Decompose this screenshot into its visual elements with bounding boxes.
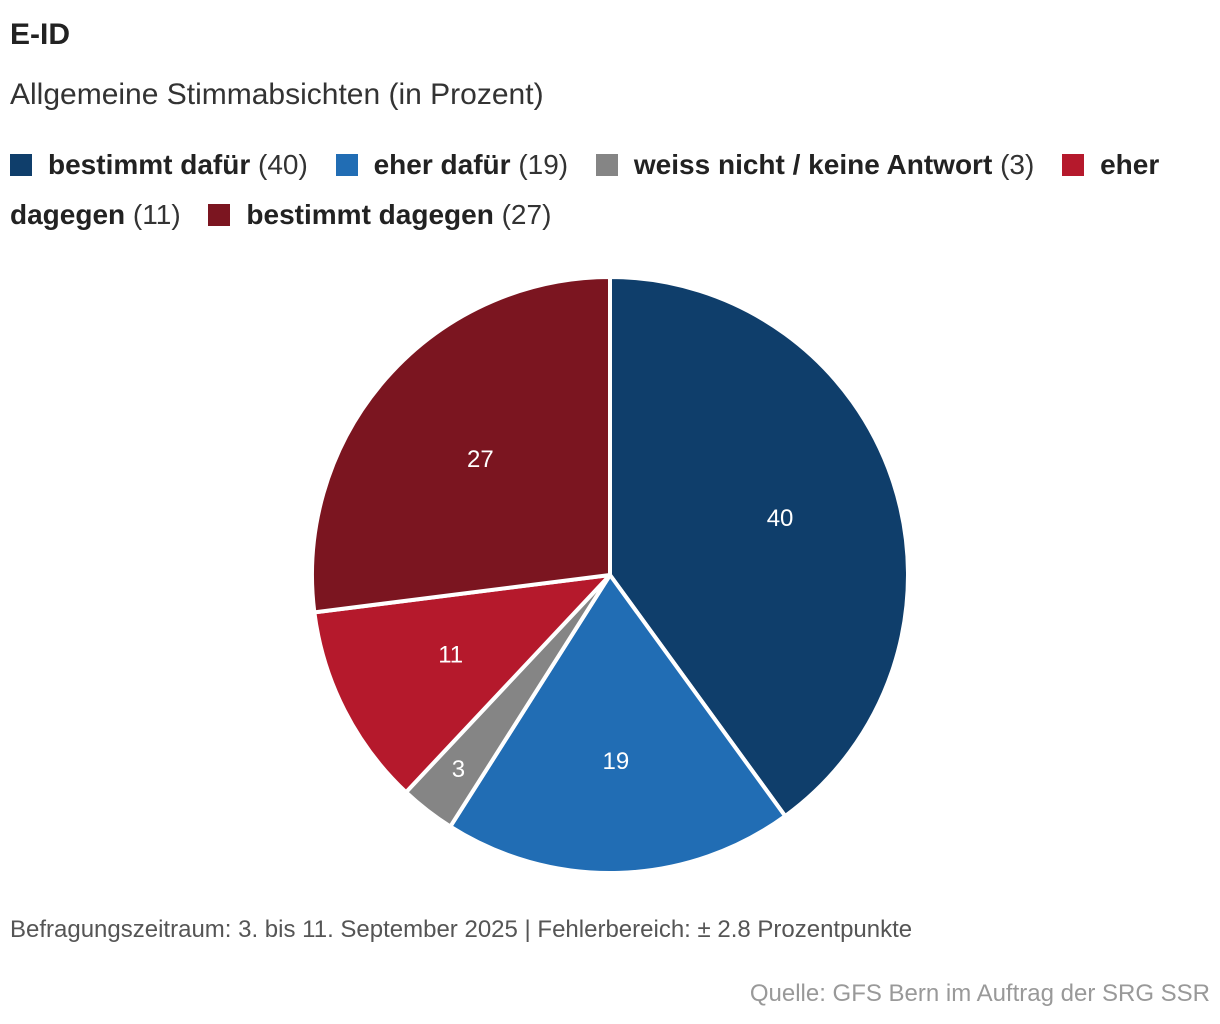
pie-slice-eher-dagegen[interactable] bbox=[312, 573, 612, 795]
legend-swatch bbox=[335, 154, 358, 176]
legend: bestimmt dafür (40) eher dafür (19) weis… bbox=[10, 140, 1210, 240]
legend-label: bestimmt dagegen bbox=[246, 199, 494, 230]
legend-value: (3) bbox=[1000, 149, 1035, 180]
pie-slice-eher-dafuer[interactable] bbox=[448, 573, 788, 875]
pie-slice-bestimmt-dafuer[interactable] bbox=[608, 275, 910, 819]
legend-label: eher dafür bbox=[373, 149, 511, 180]
legend-value: (11) bbox=[132, 199, 181, 230]
legend-item-weiss-nicht[interactable]: weiss nicht / keine Antwort (3) bbox=[595, 149, 1062, 180]
pie-chart: 40 19 3 11 27 bbox=[310, 275, 910, 875]
legend-value: (27) bbox=[501, 199, 552, 230]
pie-slice-bestimmt-dagegen[interactable] bbox=[310, 275, 612, 615]
legend-swatch bbox=[208, 204, 231, 226]
legend-value: (40) bbox=[258, 149, 308, 180]
slice-value-label: 3 bbox=[452, 756, 465, 783]
legend-item-eher-dagegen[interactable]: eher dagegen (11) bbox=[10, 149, 1159, 230]
slice-value-label: 11 bbox=[438, 642, 463, 669]
source-credit: Quelle: GFS Bern im Auftrag der SRG SSR bbox=[749, 980, 1210, 1007]
legend-item-eher-dafuer[interactable]: eher dafür (19) bbox=[335, 149, 596, 180]
chart-subtitle: Allgemeine Stimmabsichten (in Prozent) bbox=[10, 78, 544, 111]
legend-label: bestimmt dafür bbox=[48, 149, 251, 180]
legend-swatch bbox=[595, 154, 618, 176]
legend-swatch bbox=[10, 154, 32, 176]
slice-value-label: 19 bbox=[603, 748, 630, 775]
legend-label: eher dagegen bbox=[10, 149, 1160, 230]
legend-item-bestimmt-dagegen[interactable]: bestimmt dagegen (27) bbox=[208, 199, 571, 230]
legend-swatch bbox=[1062, 154, 1085, 176]
slice-value-label: 40 bbox=[767, 505, 794, 532]
legend-value: (19) bbox=[518, 149, 569, 180]
chart-title: E-ID bbox=[10, 18, 70, 51]
legend-item-bestimmt-dafuer[interactable]: bestimmt dafür (40) bbox=[10, 149, 336, 180]
slice-value-label: 27 bbox=[467, 446, 494, 473]
legend-label: weiss nicht / keine Antwort bbox=[633, 149, 993, 180]
survey-note: Befragungszeitraum: 3. bis 11. September… bbox=[10, 916, 913, 943]
pie-chart-area: 40 19 3 11 27 bbox=[0, 250, 1220, 900]
